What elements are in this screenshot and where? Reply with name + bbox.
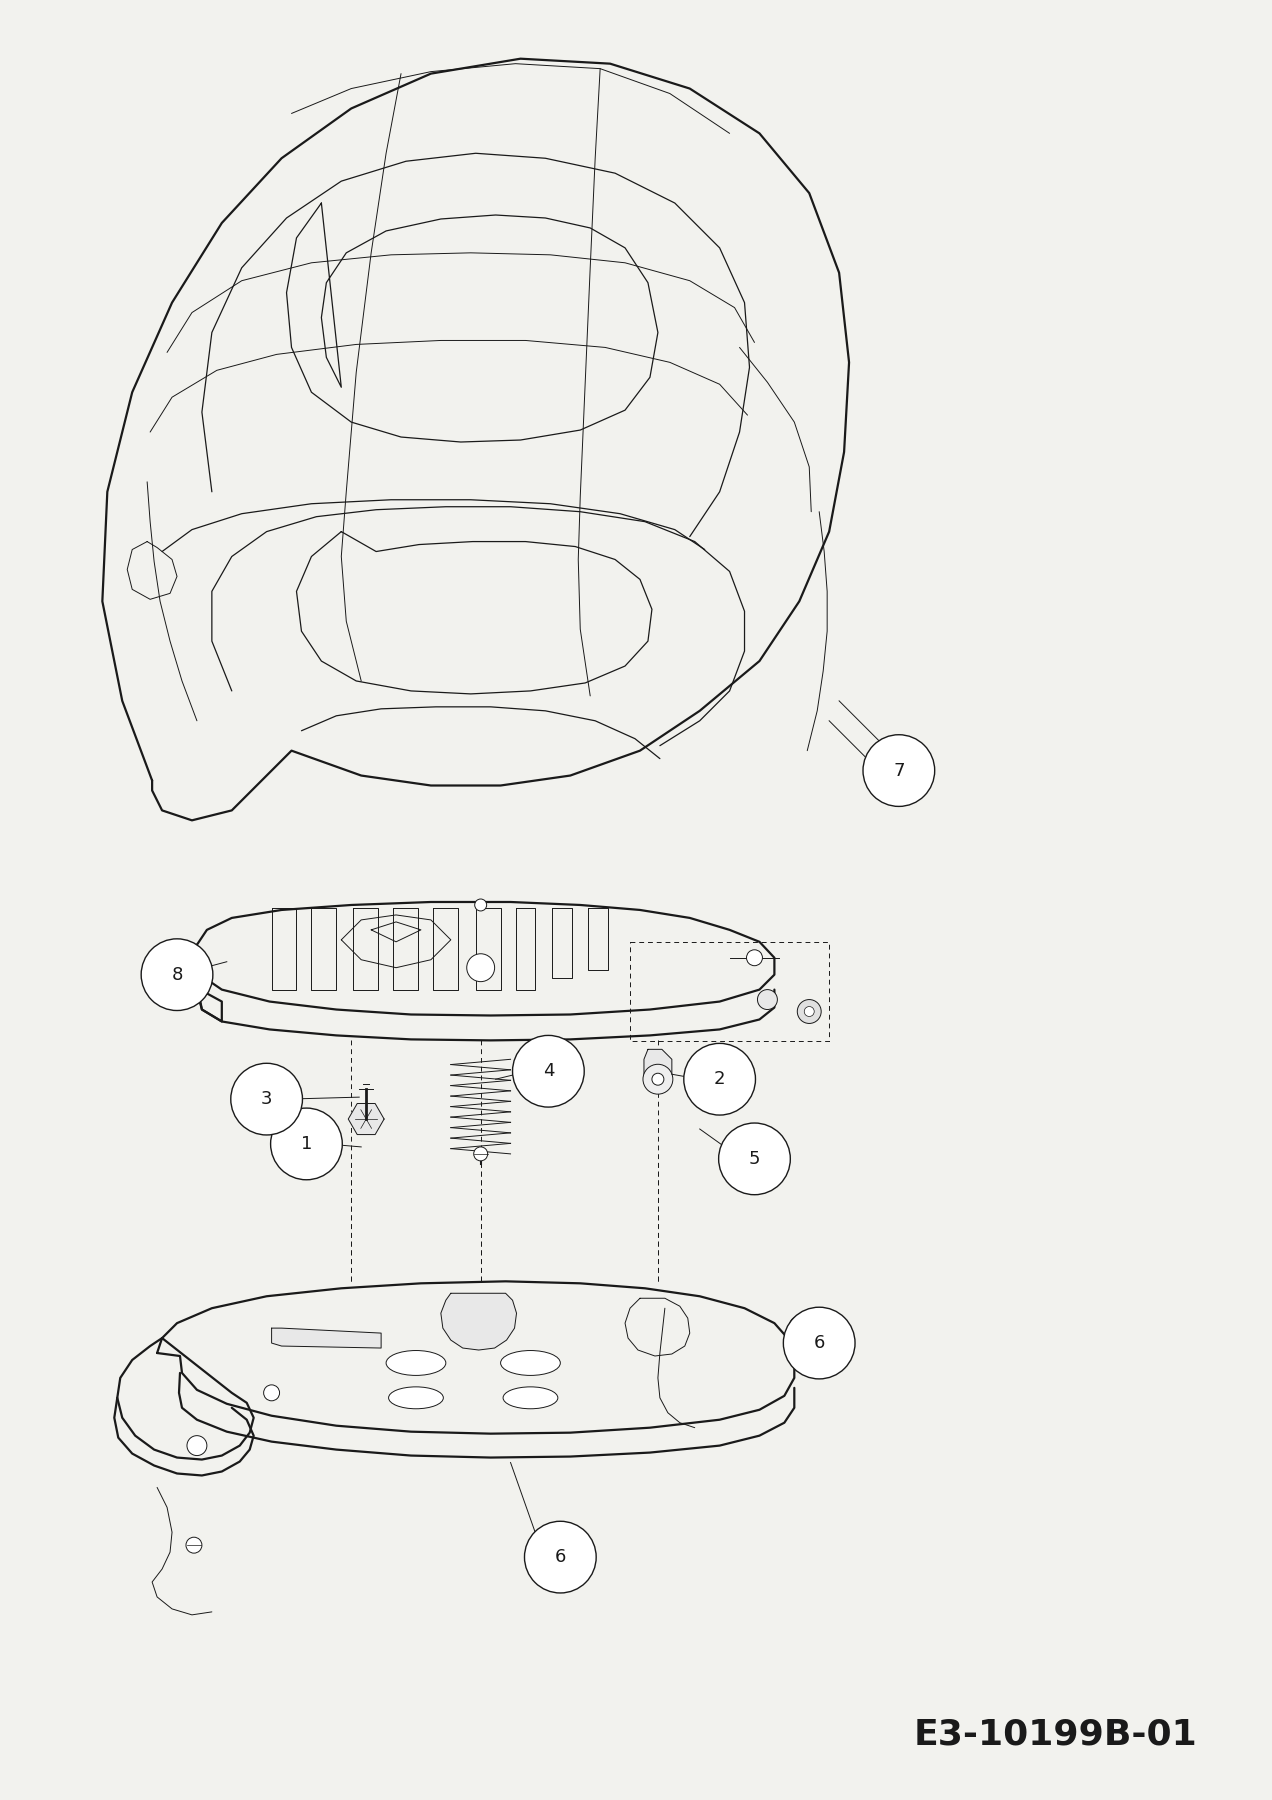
- Circle shape: [719, 1123, 790, 1195]
- Circle shape: [141, 940, 212, 1010]
- Text: 1: 1: [300, 1136, 312, 1154]
- Ellipse shape: [504, 1386, 558, 1409]
- Circle shape: [747, 950, 762, 967]
- Circle shape: [757, 990, 777, 1010]
- Circle shape: [795, 1323, 803, 1330]
- Circle shape: [467, 954, 495, 981]
- Text: 7: 7: [893, 761, 904, 779]
- Text: E3-10199B-01: E3-10199B-01: [913, 1717, 1197, 1751]
- Circle shape: [862, 734, 935, 806]
- Circle shape: [187, 1436, 207, 1456]
- Text: 6: 6: [814, 1334, 824, 1352]
- Circle shape: [474, 898, 487, 911]
- Circle shape: [473, 1147, 487, 1161]
- Text: 5: 5: [749, 1150, 761, 1168]
- Ellipse shape: [387, 1350, 445, 1375]
- Circle shape: [790, 1316, 809, 1336]
- Polygon shape: [644, 1049, 672, 1087]
- Polygon shape: [349, 1103, 384, 1134]
- Ellipse shape: [501, 1350, 561, 1375]
- Circle shape: [186, 1537, 202, 1553]
- Circle shape: [784, 1307, 855, 1379]
- Text: 3: 3: [261, 1091, 272, 1109]
- Circle shape: [653, 1073, 664, 1085]
- Circle shape: [513, 1035, 584, 1107]
- Polygon shape: [272, 1328, 382, 1348]
- Circle shape: [230, 1064, 303, 1136]
- Text: 2: 2: [714, 1071, 725, 1089]
- Text: 8: 8: [172, 965, 183, 983]
- Circle shape: [524, 1521, 597, 1593]
- Text: 6: 6: [555, 1548, 566, 1566]
- Circle shape: [804, 1006, 814, 1017]
- Polygon shape: [441, 1292, 516, 1350]
- Ellipse shape: [388, 1386, 444, 1409]
- Circle shape: [798, 999, 822, 1024]
- Circle shape: [263, 1384, 280, 1400]
- Circle shape: [684, 1044, 756, 1114]
- Circle shape: [271, 1109, 342, 1179]
- Text: 4: 4: [543, 1062, 555, 1080]
- Circle shape: [642, 1064, 673, 1094]
